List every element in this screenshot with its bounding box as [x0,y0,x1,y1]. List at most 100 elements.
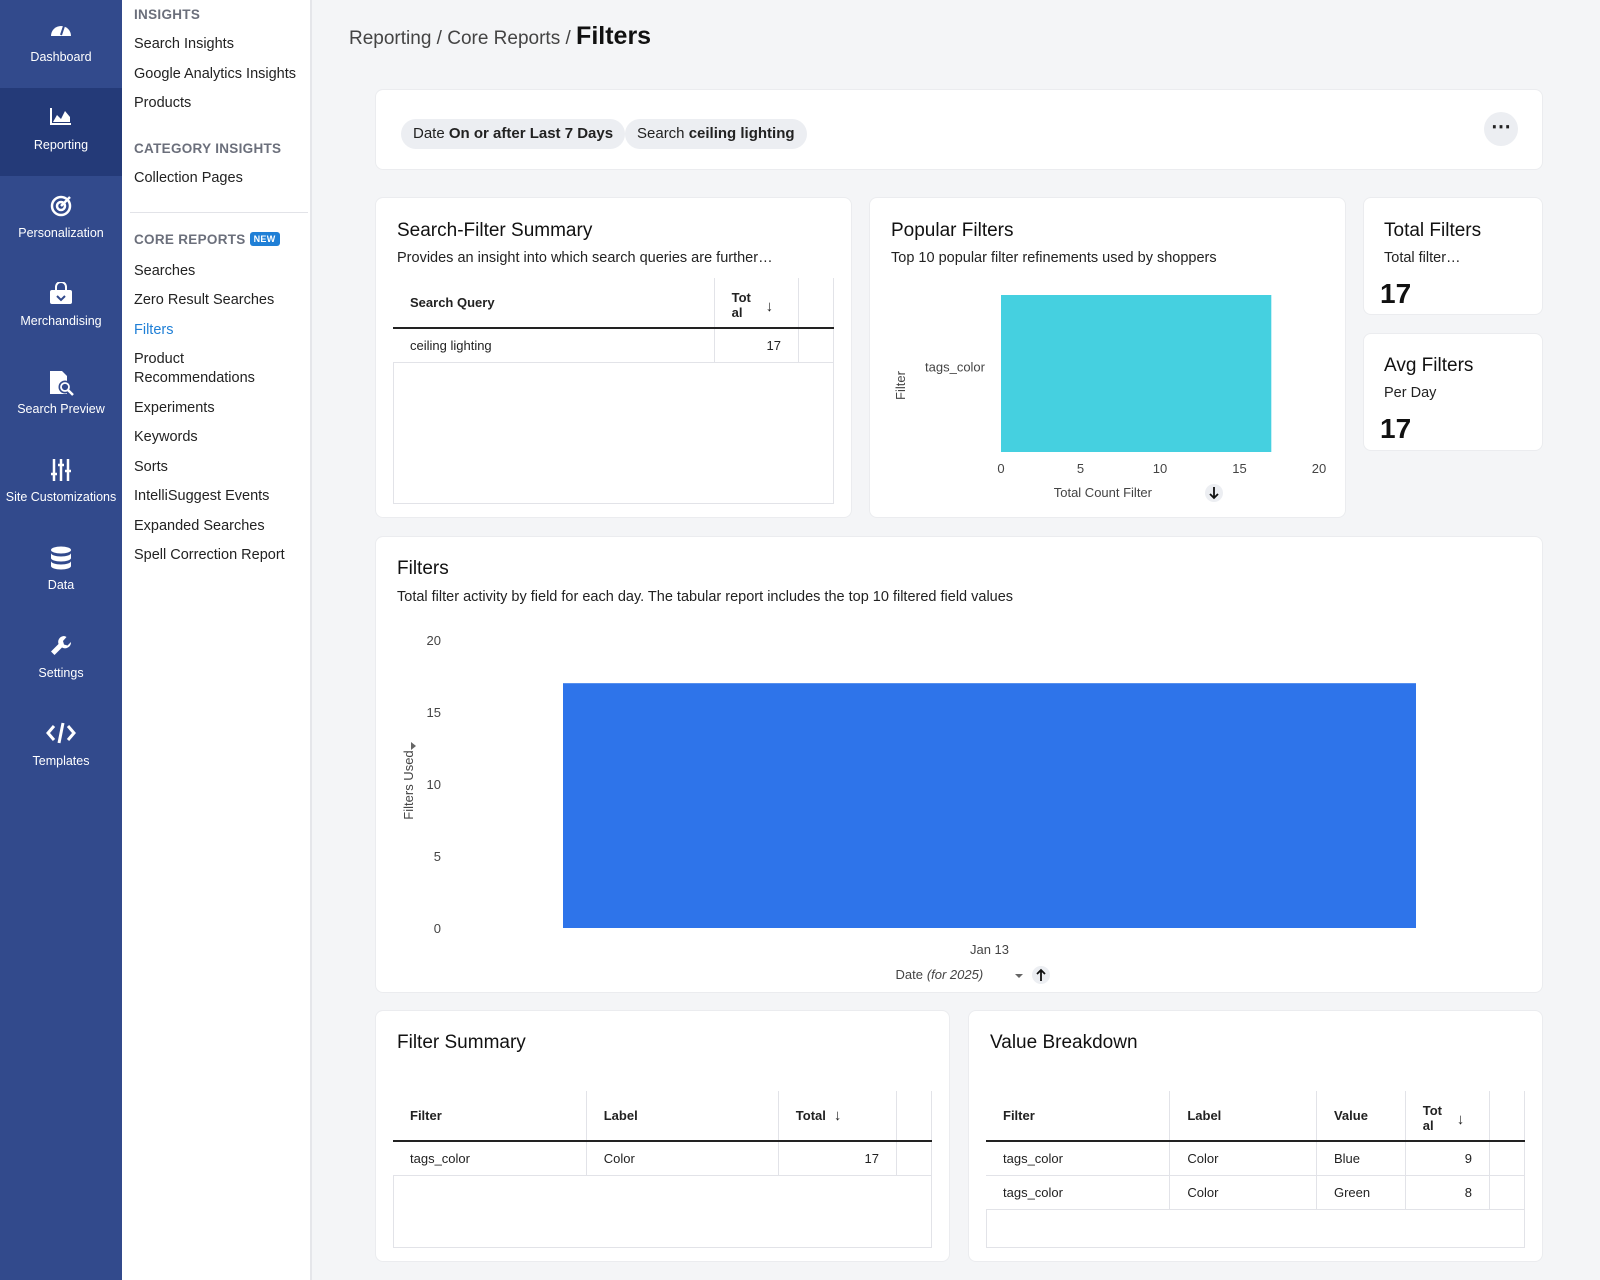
col-total[interactable]: Tot al ↓ [714,278,800,329]
col-filter[interactable]: Filter [986,1091,1171,1142]
cell-label: Color [1169,1141,1317,1176]
core-reports-label: CORE REPORTS [134,232,246,247]
col-value[interactable]: Value [1316,1091,1406,1142]
target-icon [50,195,72,217]
value-breakdown-table: Filter Label Value Tot al ↓ tags_color Co… [986,1091,1525,1210]
col-search-query[interactable]: Search Query [393,278,715,329]
sidebar-item-searches[interactable]: Searches [134,263,196,279]
sidebar-item-search-insights[interactable]: Search Insights [134,36,234,52]
sidebar-item-zero-result-searches[interactable]: Zero Result Searches [134,292,275,308]
sidebar-item-experiments[interactable]: Experiments [134,400,215,416]
nav-label: Merchandising [20,314,102,328]
category-label: tags_color [925,360,986,375]
col-spacer [896,1091,932,1142]
col-label[interactable]: Label [586,1091,779,1142]
card-title: Avg Filters [1384,355,1474,376]
nav-settings[interactable]: Settings [0,616,122,704]
arrow-up-icon [1036,968,1046,981]
table-row[interactable]: tags_color Color 17 [393,1141,932,1176]
nav-dashboard[interactable]: Dashboard [0,0,122,88]
x-axis-label: Date [896,967,923,982]
chip-value: On or after Last 7 Days [448,125,614,142]
col-total[interactable]: Total ↓ [778,1091,898,1142]
nav-site-customizations[interactable]: Site Customizations [0,440,122,528]
x-tick-label: 10 [1153,461,1167,476]
bar-tags_color [1001,295,1272,452]
sidebar-item-products[interactable]: Products [134,95,192,111]
nav-data[interactable]: Data [0,528,122,616]
sidebar-divider [130,212,308,213]
breadcrumb: Reporting / Core Reports / Filters [349,22,651,51]
y-tick-label: 0 [434,921,441,936]
sidebar-item-sorts[interactable]: Sorts [134,459,168,475]
col-label[interactable]: Label [1169,1091,1317,1142]
sidebar-item-keywords[interactable]: Keywords [134,429,198,445]
card-title: Popular Filters [891,220,1014,241]
cell-spacer [798,328,834,363]
col-filter[interactable]: Filter [393,1091,587,1142]
card-title: Search-Filter Summary [397,220,593,241]
cell-filter: tags_color [986,1141,1171,1176]
area-chart-icon [50,108,71,125]
col-label-text: Total [795,1108,826,1123]
cell-value: Blue [1316,1141,1406,1176]
nav-search-preview[interactable]: Search Preview [0,352,122,440]
col-total[interactable]: Tot al ↓ [1405,1091,1491,1142]
x-tick-label: 5 [1077,461,1084,476]
search-filter-chip[interactable]: Search ceiling lighting [625,119,807,149]
total-filters-value: 17 [1380,278,1412,309]
x-tick-label: 20 [1312,461,1326,476]
cell-value: Green [1316,1175,1406,1210]
y-tick-label: 5 [434,849,441,864]
card-subtitle: Total filter… [1384,250,1461,266]
sidebar-item-expanded-searches[interactable]: Expanded Searches [134,518,265,534]
sidebar-item-spell-correction-report[interactable]: Spell Correction Report [134,547,285,563]
avg-filters-value: 17 [1380,413,1412,444]
sidebar-item-filters[interactable]: Filters [134,322,174,338]
breadcrumb-path[interactable]: Reporting / Core Reports / [349,28,571,49]
nav-reporting[interactable]: Reporting [0,88,122,176]
sidebar-item-intellisuggest-events[interactable]: IntelliSuggest Events [134,488,270,504]
sliders-icon [51,459,71,481]
new-badge: NEW [249,232,280,246]
date-filter-chip[interactable]: Date On or after Last 7 Days [401,119,626,149]
cell-spacer [896,1141,932,1176]
y-axis-label: Filters Used [401,750,416,819]
nav-label: Reporting [33,138,89,152]
filter-bar [375,89,1543,170]
chip-key: Date [413,125,445,142]
sidebar-item-product-recommendations[interactable]: Product Recommendations [134,351,255,386]
wrench-icon [51,636,72,655]
nav-label: Personalization [18,226,104,240]
nav-label: Dashboard [30,50,92,64]
col-label: Tot al [731,289,751,320]
cell-label: Color [1169,1175,1317,1210]
col-spacer [1489,1091,1525,1142]
cell-spacer [1489,1175,1525,1210]
gauge-icon [51,25,71,36]
x-axis-label-note: (for 2025) [927,967,983,982]
filter-summary-table: Filter Label Total ↓ tags_color Color 17 [393,1091,932,1176]
x-tick-label: 0 [997,461,1004,476]
cell-total: 8 [1405,1175,1491,1210]
search-filter-summary-table: Search Query Tot al ↓ ceiling lighting 17 [393,278,834,363]
reporting-sidebar: INSIGHTS Search Insights Google Analytic… [122,0,312,1280]
nav-label: Data [47,578,75,592]
more-options-button[interactable]: ⋯ [1484,112,1518,146]
nav-merchandising[interactable]: Merchandising [0,264,122,352]
nav-personalization[interactable]: Personalization [0,176,122,264]
section-heading-insights: INSIGHTS [134,7,201,22]
sidebar-item-google-analytics-insights[interactable]: Google Analytics Insights [134,66,297,82]
shopping-bag-icon [50,282,72,304]
table-row[interactable]: tags_color Color Blue 9 [986,1141,1525,1176]
nav-label: Templates [32,754,90,768]
nav-templates[interactable]: Templates [0,704,122,792]
card-title: Total Filters [1384,220,1482,241]
table-row[interactable]: tags_color Color Green 8 [986,1175,1525,1210]
cell-label: Color [586,1141,779,1176]
cell-total: 17 [778,1141,898,1176]
filters-by-day-chart: 0 5 10 15 20 Jan 13 Filters Used Date (for 2025) [401,633,1416,984]
sidebar-item-collection-pages[interactable]: Collection Pages [134,170,243,186]
table-row[interactable]: ceiling lighting 17 [393,328,834,363]
table-header: Search Query Tot al ↓ [393,278,834,329]
